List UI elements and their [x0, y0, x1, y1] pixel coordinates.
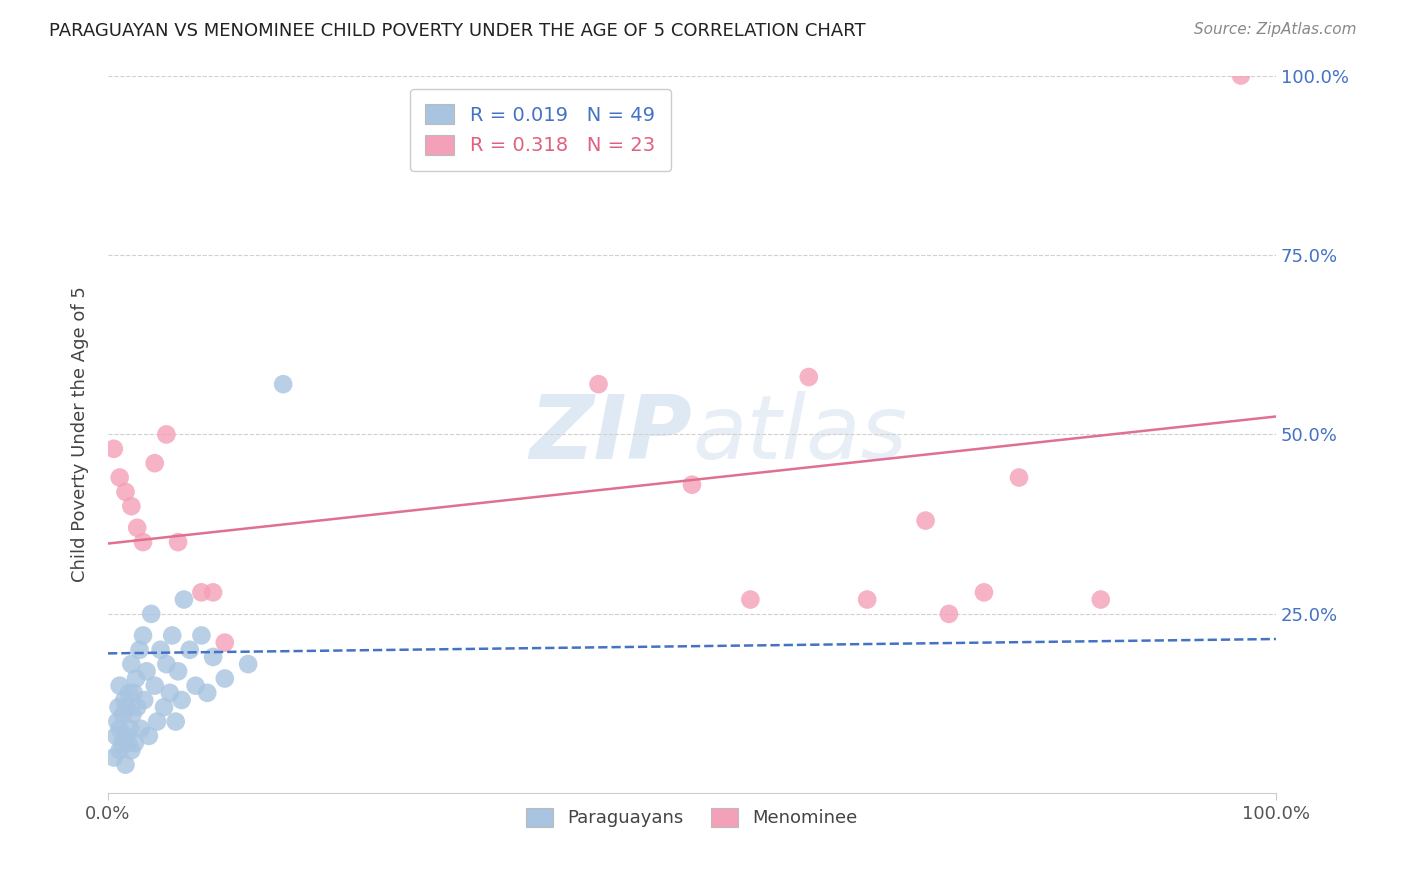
Point	[120, 722, 142, 736]
Point	[141, 607, 163, 621]
Point	[195, 686, 218, 700]
Point	[122, 686, 145, 700]
Point	[588, 377, 610, 392]
Point	[153, 700, 176, 714]
Point	[118, 686, 141, 700]
Point	[103, 750, 125, 764]
Point	[856, 592, 879, 607]
Point	[135, 665, 157, 679]
Point	[143, 456, 166, 470]
Point	[1008, 470, 1031, 484]
Point	[115, 700, 138, 714]
Point	[155, 657, 177, 672]
Point	[112, 693, 135, 707]
Text: ZIP: ZIP	[529, 391, 692, 478]
Y-axis label: Child Poverty Under the Age of 5: Child Poverty Under the Age of 5	[72, 286, 89, 582]
Point	[103, 442, 125, 456]
Point	[146, 714, 169, 729]
Point	[165, 714, 187, 729]
Point	[170, 693, 193, 707]
Point	[120, 500, 142, 514]
Text: PARAGUAYAN VS MENOMINEE CHILD POVERTY UNDER THE AGE OF 5 CORRELATION CHART: PARAGUAYAN VS MENOMINEE CHILD POVERTY UN…	[49, 22, 866, 40]
Point	[202, 650, 225, 665]
Point	[120, 657, 142, 672]
Point	[214, 672, 236, 686]
Point	[1090, 592, 1112, 607]
Point	[167, 535, 190, 549]
Point	[108, 679, 131, 693]
Point	[159, 686, 181, 700]
Point	[108, 722, 131, 736]
Point	[120, 743, 142, 757]
Point	[190, 585, 212, 599]
Point	[143, 679, 166, 693]
Legend: Paraguayans, Menominee: Paraguayans, Menominee	[519, 801, 865, 835]
Point	[938, 607, 960, 621]
Point	[132, 535, 155, 549]
Point	[167, 665, 190, 679]
Point	[173, 592, 195, 607]
Point	[114, 729, 136, 743]
Point	[797, 370, 820, 384]
Point	[190, 628, 212, 642]
Point	[1230, 69, 1253, 83]
Point	[149, 642, 172, 657]
Point	[271, 377, 294, 392]
Point	[124, 736, 146, 750]
Point	[914, 514, 936, 528]
Text: atlas: atlas	[692, 392, 907, 477]
Point	[134, 693, 156, 707]
Point	[111, 736, 134, 750]
Point	[105, 714, 128, 729]
Point	[138, 729, 160, 743]
Point	[127, 521, 149, 535]
Point	[108, 470, 131, 484]
Point	[681, 477, 703, 491]
Point	[202, 585, 225, 599]
Point	[740, 592, 762, 607]
Point	[128, 642, 150, 657]
Point	[236, 657, 259, 672]
Point	[160, 628, 183, 642]
Point	[973, 585, 995, 599]
Point	[155, 427, 177, 442]
Point	[117, 736, 139, 750]
Point	[121, 707, 143, 722]
Point	[125, 672, 148, 686]
Point	[114, 484, 136, 499]
Point	[108, 743, 131, 757]
Point	[127, 700, 149, 714]
Point	[107, 700, 129, 714]
Point	[179, 642, 201, 657]
Point	[105, 729, 128, 743]
Point	[184, 679, 207, 693]
Point	[112, 707, 135, 722]
Point	[214, 635, 236, 649]
Point	[132, 628, 155, 642]
Point	[129, 722, 152, 736]
Point	[114, 757, 136, 772]
Text: Source: ZipAtlas.com: Source: ZipAtlas.com	[1194, 22, 1357, 37]
